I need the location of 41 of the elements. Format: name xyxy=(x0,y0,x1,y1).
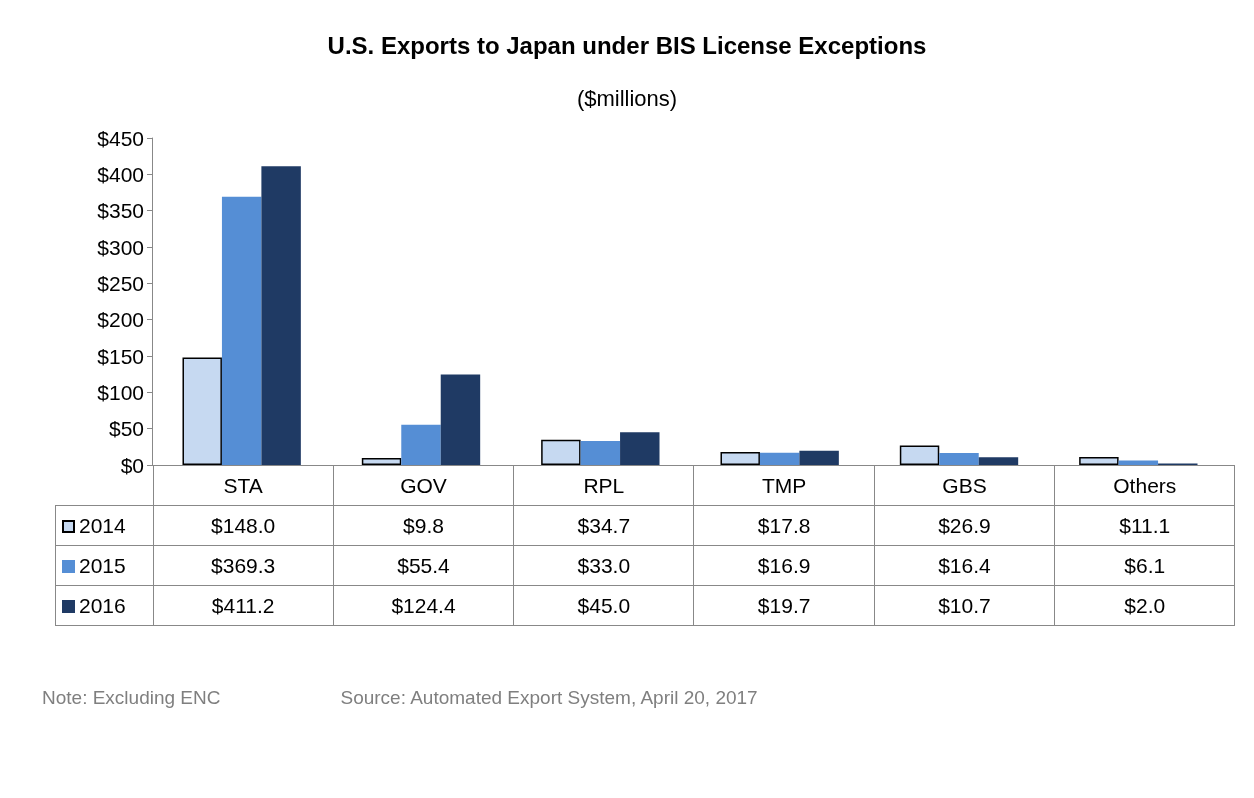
data-label: $34.7 xyxy=(513,505,694,546)
data-label: $33.0 xyxy=(513,545,694,586)
data-label: $10.7 xyxy=(874,585,1055,626)
x-tick-label: GBS xyxy=(874,465,1055,506)
data-label: $19.7 xyxy=(693,585,875,626)
y-tick-label: $300 xyxy=(97,235,144,259)
y-tick-label: $200 xyxy=(97,308,144,332)
x-tick-label: RPL xyxy=(513,465,694,506)
y-tick-label: $350 xyxy=(97,199,144,223)
x-tick-label: Others xyxy=(1054,465,1235,506)
legend-label: 2016 xyxy=(55,585,153,626)
data-label: $16.4 xyxy=(874,545,1055,586)
data-label: $16.9 xyxy=(693,545,875,586)
x-tick-label: TMP xyxy=(693,465,875,506)
x-tick-label: STA xyxy=(153,465,334,506)
y-tick-label: $400 xyxy=(97,162,144,186)
data-label: $6.1 xyxy=(1054,545,1235,586)
chart-title: U.S. Exports to Japan under BIS License Exceptions xyxy=(326,32,928,60)
x-tick-label: GOV xyxy=(333,465,514,506)
source-note: Source: Automated Export System, April 20, 2017 xyxy=(340,687,758,708)
y-tick-label: $150 xyxy=(97,344,144,368)
data-label: $411.2 xyxy=(153,585,334,626)
data-label: $17.8 xyxy=(693,505,875,546)
data-label: $369.3 xyxy=(153,545,334,586)
data-label: $55.4 xyxy=(333,545,514,586)
chart-subtitle: ($millions) xyxy=(575,86,679,112)
y-tick-label: $0 xyxy=(120,453,144,477)
data-label: $148.0 xyxy=(153,505,334,546)
data-label: $9.8 xyxy=(333,505,514,546)
legend-label: 2014 xyxy=(55,505,153,546)
data-label: $26.9 xyxy=(874,505,1055,546)
y-tick-label: $100 xyxy=(97,380,144,404)
y-tick-label: $450 xyxy=(97,126,144,150)
y-tick-label: $50 xyxy=(108,417,144,441)
data-label: $11.1 xyxy=(1054,505,1235,546)
data-label: $45.0 xyxy=(513,585,694,626)
text: Note: Excluding ENC xyxy=(42,687,221,708)
y-tick-label: $250 xyxy=(97,271,144,295)
data-label: $2.0 xyxy=(1054,585,1235,626)
legend-label: 2015 xyxy=(55,545,153,586)
data-label: $124.4 xyxy=(333,585,514,626)
